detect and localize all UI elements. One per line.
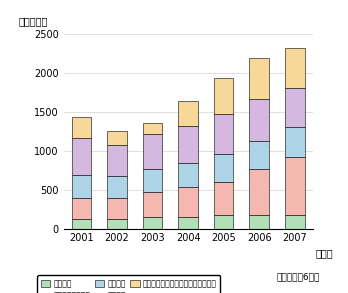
Bar [250,58,269,99]
Bar [178,163,198,187]
Bar [285,157,304,215]
Bar [72,175,91,198]
Bar [72,117,91,137]
Text: 出典は付注6参照: 出典は付注6参照 [277,272,320,281]
Bar [72,137,91,175]
Bar [143,192,162,217]
Bar [214,215,234,229]
Bar [178,126,198,163]
Bar [107,131,127,144]
Bar [143,123,162,134]
Bar [250,215,269,229]
Text: （年）: （年） [315,248,333,258]
Bar [250,99,269,142]
Bar [285,88,304,127]
Bar [214,78,234,114]
Bar [107,219,127,229]
Legend: 日本市場, アジア太平洋市場, 北米市場, 西欧市場, 中東・アフリカ・東欧・中南米市場: 日本市場, アジア太平洋市場, 北米市場, 西欧市場, 中東・アフリカ・東欧・中… [38,275,220,293]
Bar [107,176,127,198]
Bar [214,182,234,215]
Bar [143,217,162,229]
Bar [214,114,234,154]
Bar [178,217,198,229]
Bar [250,142,269,169]
Bar [72,219,91,229]
Bar [178,101,198,126]
Bar [107,144,127,176]
Text: （億ドル）: （億ドル） [19,16,48,26]
Bar [285,48,304,88]
Bar [214,154,234,182]
Bar [250,169,269,215]
Bar [143,169,162,192]
Bar [143,134,162,169]
Bar [107,198,127,219]
Bar [285,215,304,229]
Bar [72,198,91,219]
Bar [178,187,198,217]
Bar [285,127,304,157]
